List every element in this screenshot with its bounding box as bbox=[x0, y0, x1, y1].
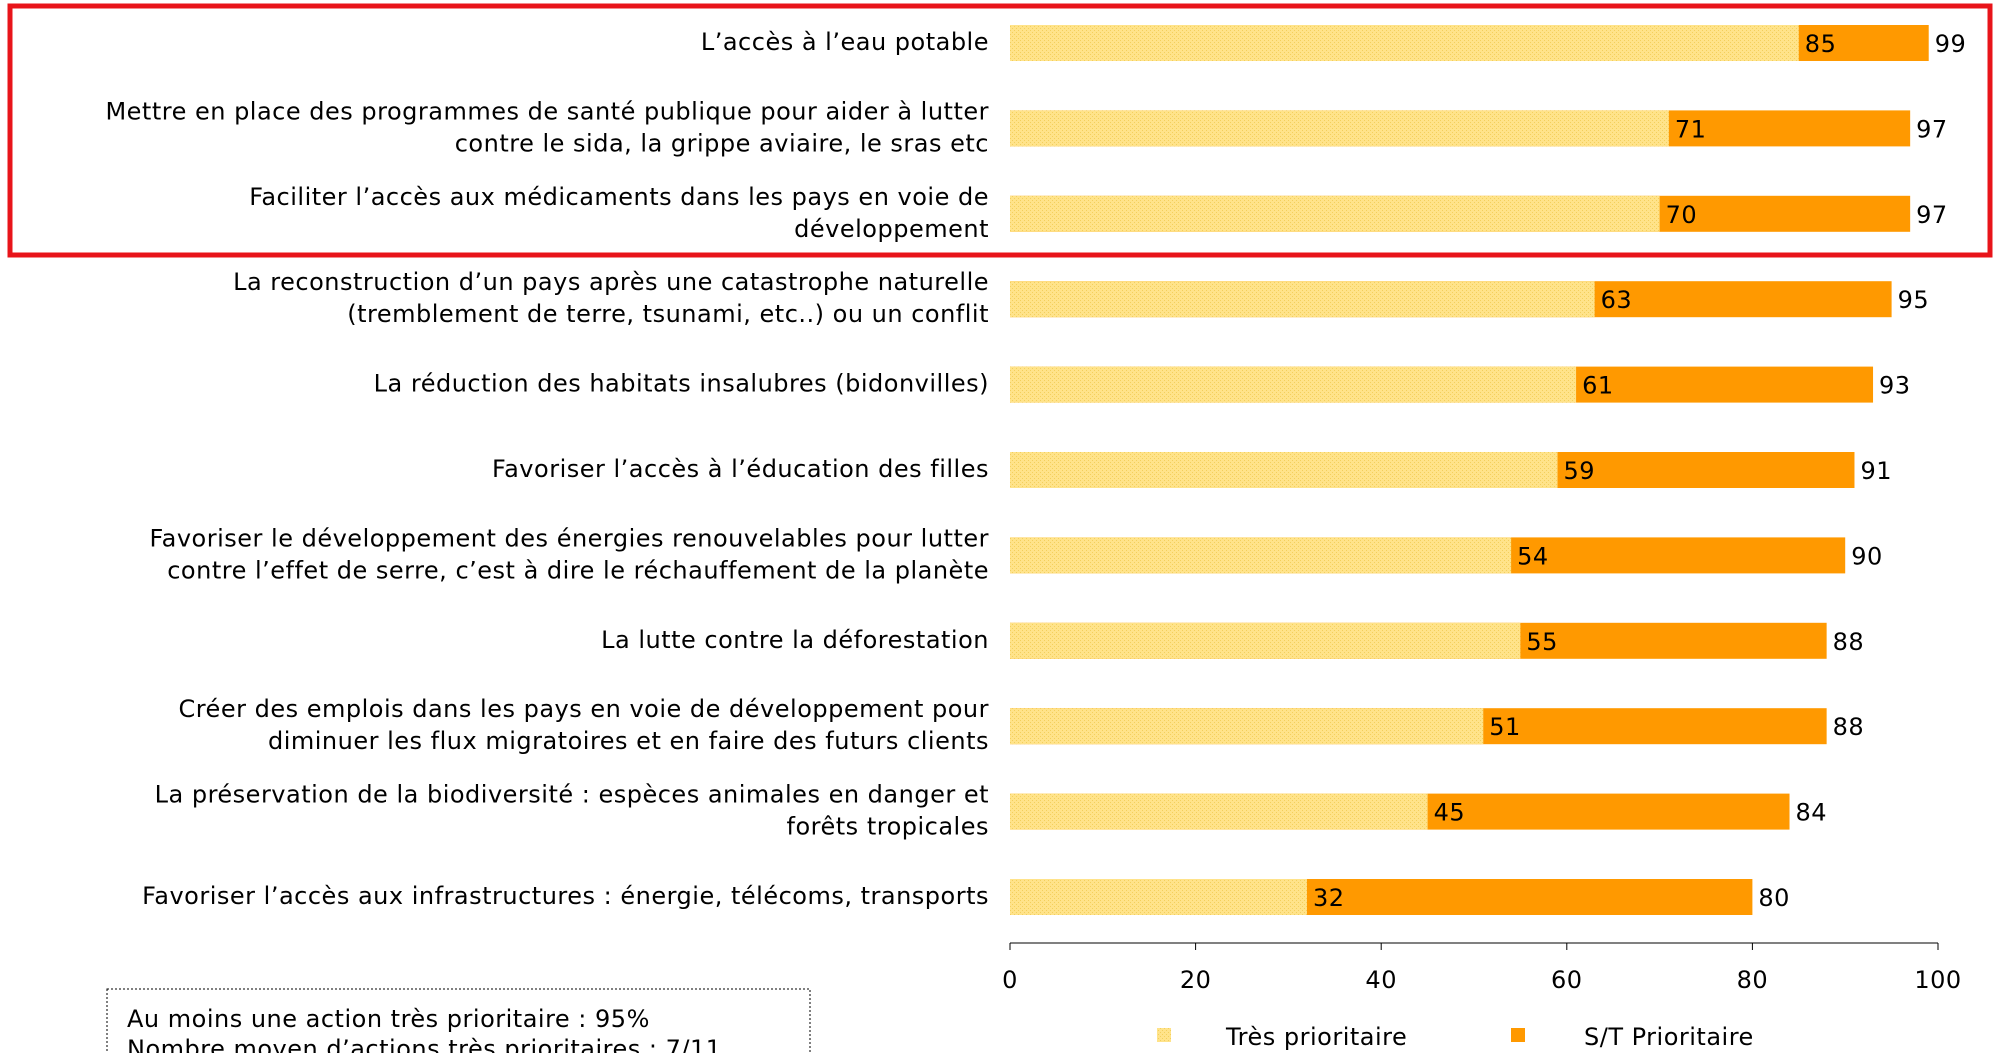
bar bbox=[1010, 537, 1512, 574]
category-label: La reconstruction d’un pays après une ca… bbox=[233, 268, 989, 296]
data-label: 61 bbox=[1582, 372, 1614, 400]
data-label: 97 bbox=[1916, 115, 1948, 143]
category-label: La réduction des habitats insalubres (bi… bbox=[374, 370, 989, 398]
x-tick-label: 100 bbox=[1914, 966, 1961, 994]
category-label: contre l’effet de serre, c’est à dire le… bbox=[167, 556, 989, 584]
x-tick-label: 80 bbox=[1737, 966, 1769, 994]
data-label: 55 bbox=[1526, 628, 1558, 656]
category-label: La préservation de la biodiversité : esp… bbox=[155, 781, 989, 809]
data-label: 97 bbox=[1916, 201, 1948, 229]
category-label: Mettre en place des programmes de santé … bbox=[105, 97, 989, 125]
data-label: 90 bbox=[1851, 542, 1883, 570]
category-label: L’accès à l’eau potable bbox=[701, 28, 989, 56]
data-label: 80 bbox=[1758, 884, 1790, 912]
bar bbox=[1010, 622, 1521, 659]
category-label: Favoriser l’accès aux infrastructures : … bbox=[142, 882, 989, 910]
x-tick-label: 40 bbox=[1365, 966, 1397, 994]
data-label: 99 bbox=[1935, 30, 1967, 58]
bar bbox=[1010, 25, 1799, 61]
annotation: Nombre moyen d’actions très prioritaires… bbox=[127, 1035, 722, 1053]
data-label: 70 bbox=[1666, 201, 1698, 229]
data-label: 45 bbox=[1434, 799, 1466, 827]
data-label: 85 bbox=[1805, 30, 1837, 58]
category-label: Créer des emplois dans les pays en voie … bbox=[178, 695, 989, 723]
data-label: 51 bbox=[1489, 713, 1521, 741]
bar bbox=[1010, 110, 1669, 147]
category-label: Faciliter l’accès aux médicaments dans l… bbox=[249, 183, 989, 211]
annotation: Au moins une action très prioritaire : 9… bbox=[127, 1005, 650, 1033]
x-tick-label: 20 bbox=[1180, 966, 1212, 994]
bar bbox=[1010, 281, 1595, 318]
data-label: 84 bbox=[1796, 799, 1828, 827]
data-label: 71 bbox=[1675, 115, 1707, 143]
category-label: Favoriser l’accès à l’éducation des fill… bbox=[492, 455, 989, 483]
bar bbox=[1010, 879, 1307, 915]
legend-swatch bbox=[1157, 1028, 1171, 1042]
legend-label: S/T Prioritaire bbox=[1584, 1023, 1754, 1051]
data-label: 63 bbox=[1601, 286, 1633, 314]
data-label: 95 bbox=[1898, 286, 1930, 314]
legend-swatch bbox=[1511, 1028, 1525, 1042]
bar bbox=[1010, 366, 1577, 403]
data-label: 54 bbox=[1517, 542, 1549, 570]
category-label: contre le sida, la grippe aviaire, le sr… bbox=[455, 129, 989, 157]
category-label: La lutte contre la déforestation bbox=[601, 626, 989, 654]
category-label: diminuer les flux migratoires et en fair… bbox=[268, 727, 989, 755]
legend-label: Très prioritaire bbox=[1225, 1023, 1407, 1051]
data-label: 88 bbox=[1833, 713, 1865, 741]
bar bbox=[1010, 195, 1660, 232]
bar bbox=[1010, 452, 1558, 488]
data-label: 91 bbox=[1860, 457, 1892, 485]
bar bbox=[1010, 793, 1428, 830]
data-label: 59 bbox=[1564, 457, 1596, 485]
highlight-box bbox=[7, 3, 1993, 258]
data-label: 32 bbox=[1313, 884, 1345, 912]
bar bbox=[1010, 708, 1484, 745]
annotation-box bbox=[106, 988, 811, 1053]
category-label: (tremblement de terre, tsunami, etc..) o… bbox=[347, 300, 989, 328]
data-label: 88 bbox=[1833, 628, 1865, 656]
category-label: forêts tropicales bbox=[787, 813, 989, 841]
x-tick-label: 60 bbox=[1551, 966, 1583, 994]
x-tick-label: 0 bbox=[1002, 966, 1018, 994]
category-label: développement bbox=[794, 215, 989, 243]
category-label: Favoriser le développement des énergies … bbox=[150, 524, 989, 552]
data-label: 93 bbox=[1879, 372, 1911, 400]
